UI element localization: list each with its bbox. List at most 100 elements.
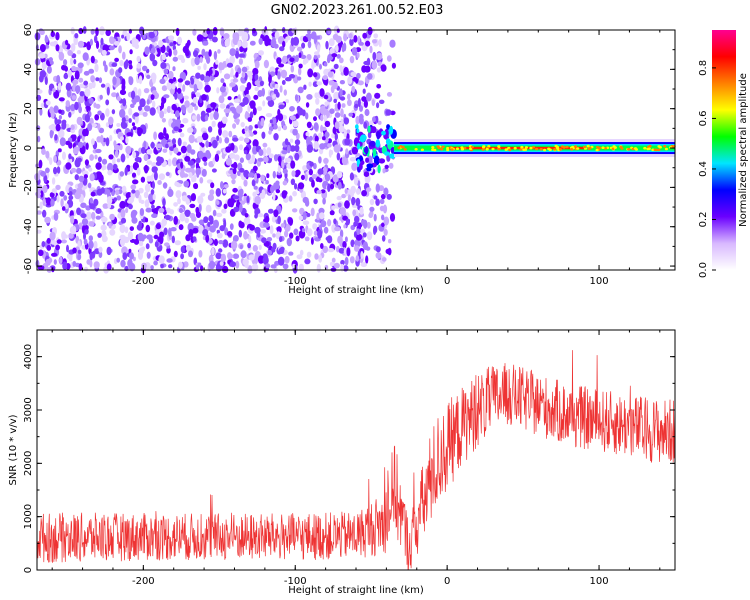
spectrogram-cell xyxy=(349,172,354,181)
spectrogram-cell xyxy=(233,98,241,103)
spectrogram-cell xyxy=(403,148,407,151)
spectrogram-cell xyxy=(221,208,227,214)
spectrogram-cell xyxy=(305,132,310,137)
spectrogram-cell xyxy=(290,178,296,186)
spectrogram-cell xyxy=(663,144,667,148)
spectrogram-cell xyxy=(323,226,329,234)
spectrogram-cell xyxy=(227,96,232,101)
spectrogram-cell xyxy=(87,123,93,132)
spectrogram-cell xyxy=(165,143,169,149)
spectrogram-cell xyxy=(314,253,319,260)
x-tick-label: 100 xyxy=(590,576,609,587)
spectrogram-cell xyxy=(70,43,76,52)
spectrogram-cell xyxy=(177,137,182,147)
spectrogram-cell xyxy=(341,156,349,166)
spectrogram-cell xyxy=(116,158,121,163)
spectrogram-cell xyxy=(229,48,236,57)
spectrogram-cell xyxy=(68,111,72,118)
spectrogram-cell xyxy=(72,134,77,141)
snr-y-ticks: 0 1000 2000 3000 4000 xyxy=(23,329,675,573)
spectrogram-cell xyxy=(107,162,114,172)
spectrogram-cell xyxy=(174,119,182,125)
spectrogram-cell xyxy=(206,151,212,159)
spectrogram-cell xyxy=(524,146,529,149)
spectrogram-cell xyxy=(279,85,283,93)
spectrogram-cell xyxy=(268,208,274,214)
spectrogram-cell xyxy=(348,33,353,39)
spectrogram-cell xyxy=(136,167,141,176)
spectrogram-cell xyxy=(337,101,341,110)
spectrogram-cell xyxy=(135,114,139,124)
spectrogram-cell xyxy=(218,127,222,136)
spectrogram-cell xyxy=(131,41,138,48)
spectrogram-cell xyxy=(72,79,79,85)
spectrogram-cell xyxy=(52,88,56,93)
spectrogram-cell xyxy=(195,157,201,164)
spectrogram-cell xyxy=(59,137,66,147)
spectrogram-cell xyxy=(195,167,202,176)
spectrogram-cell xyxy=(441,145,445,149)
spectrogram-cell xyxy=(207,194,214,201)
spectrogram-cell xyxy=(51,188,57,194)
spectrogram-cell xyxy=(243,217,251,225)
spectrogram-cell xyxy=(108,222,112,229)
spectrogram-cell xyxy=(67,49,74,57)
spectrogram-cell xyxy=(565,145,569,149)
spectrogram-cell xyxy=(101,49,107,56)
spectrogram-cell xyxy=(128,60,133,65)
spectrogram-cell xyxy=(450,148,454,151)
spectrogram-cell xyxy=(136,63,142,69)
spectrogram-cell xyxy=(185,198,190,205)
spectrogram-cell xyxy=(41,148,46,155)
spectrogram-cell xyxy=(205,107,212,113)
spectrogram-cell xyxy=(316,35,320,40)
spectrogram-cell xyxy=(292,208,298,213)
spectrogram-cell xyxy=(162,148,168,153)
spectrogram-cell xyxy=(95,162,102,170)
spectrogram-cell xyxy=(54,134,58,141)
spectrogram-cell xyxy=(234,118,240,124)
spectrogram-cell xyxy=(259,80,264,87)
y-tick-label: -40 xyxy=(23,219,34,235)
spectrogram-cell xyxy=(212,157,216,165)
snr-series-line xyxy=(36,350,676,571)
spectrogram-cell xyxy=(304,258,311,265)
spectrogram-cell xyxy=(122,51,126,60)
spectrogram-cell xyxy=(235,260,240,269)
spectrogram-cell xyxy=(239,85,246,92)
spectrogram-cell xyxy=(210,182,215,189)
x-tick-label: -200 xyxy=(132,276,155,287)
spectrogram-cell xyxy=(306,251,312,258)
spectrogram-cell xyxy=(180,245,186,254)
spectrogram-cell xyxy=(288,74,296,79)
spectrogram-cell xyxy=(77,136,81,143)
spectrogram-cell xyxy=(140,176,146,183)
spectrogram-cell xyxy=(657,145,661,148)
spectrogram-cell xyxy=(106,86,110,96)
spectrogram-cell xyxy=(326,235,333,244)
spectrogram-cell xyxy=(216,87,220,94)
spectrogram-cell xyxy=(105,99,110,106)
spectrogram-cell xyxy=(282,40,286,48)
spectrogram-cell xyxy=(651,148,655,152)
spectrogram-cell xyxy=(148,237,154,244)
spectrogram-cell xyxy=(223,108,231,114)
spectrogram-cell xyxy=(353,177,359,185)
spectrogram-cell xyxy=(220,253,227,263)
y-tick-label: 4000 xyxy=(23,344,34,369)
spectrogram-cell xyxy=(282,55,288,64)
spectrogram-cell xyxy=(107,169,113,176)
spectrogram-cell xyxy=(243,179,248,187)
spectrogram-cell xyxy=(384,151,390,156)
spectrogram-cell xyxy=(80,202,87,209)
spectrogram-cell xyxy=(297,182,305,190)
spectrogram-cell xyxy=(657,148,661,152)
spectrogram-cell xyxy=(236,199,240,208)
spectrogram-cell xyxy=(244,213,249,218)
spectrogram-cell xyxy=(305,102,310,108)
spectrogram-cell xyxy=(362,88,366,94)
spectrogram-cell xyxy=(38,159,43,169)
spectrogram-cell xyxy=(168,35,175,41)
spectrogram-cell xyxy=(289,115,297,121)
spectrogram-cell xyxy=(184,100,190,108)
